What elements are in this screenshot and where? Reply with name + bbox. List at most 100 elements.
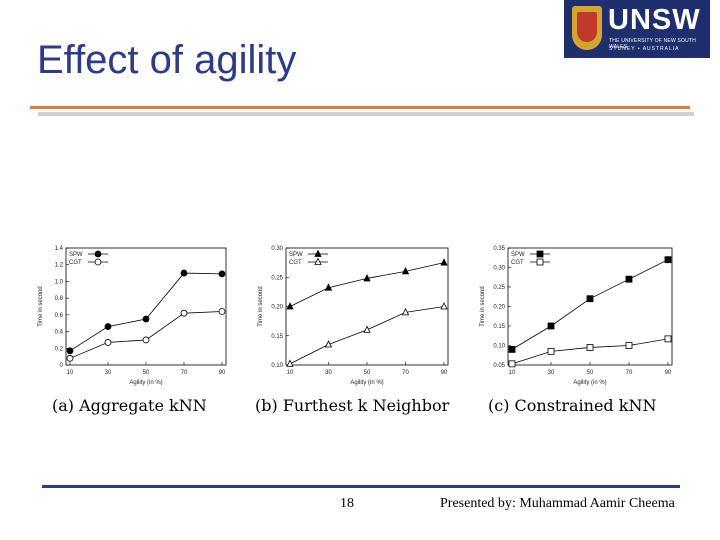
title-rule-orange: [30, 106, 690, 109]
y-tick-label: 0.35: [493, 246, 505, 252]
legend-label-spw: SPW: [511, 252, 525, 258]
data-point-spw: [401, 267, 410, 275]
y-tick-label: 0.15: [271, 334, 283, 340]
data-point-cgt: [547, 347, 555, 355]
y-tick-label: 0.2: [55, 346, 64, 352]
chart-furthest-k-neighbor: 0.10 0.15 0.20 0.25 0.30 10 30 50 70 90 Agility (i…: [255, 246, 450, 415]
series-line-cgt: [289, 306, 445, 365]
data-point-spw: [547, 322, 555, 330]
x-tick-label: 10: [509, 370, 516, 376]
data-point-spw: [664, 256, 672, 264]
series-line-cgt: [511, 338, 669, 365]
x-tick-label: 70: [626, 370, 633, 376]
x-axis-label: Agility (in %): [129, 380, 162, 386]
legend-marker-spw: [94, 250, 102, 258]
x-axis-label: Agility (in %): [573, 380, 606, 386]
legend-marker-spw: [536, 250, 544, 258]
y-tick-label: 0.25: [493, 285, 505, 291]
y-tick-label: 0.15: [493, 324, 505, 330]
data-point-cgt: [440, 302, 448, 310]
legend-label-cgt: CGT: [289, 260, 302, 266]
logo-university-name: THE UNIVERSITY OF NEW SOUTH WALES: [609, 38, 696, 50]
y-tick-label: 0.20: [493, 305, 505, 311]
data-point-spw: [142, 315, 150, 323]
data-point-cgt: [104, 339, 112, 346]
data-point-cgt: [401, 307, 410, 316]
logo-location: SYDNEY • AUSTRALIA: [609, 46, 680, 52]
title-rule-shadow: [38, 112, 694, 116]
logo-wordmark: UNSW: [608, 4, 701, 36]
legend-marker-cgt: [536, 258, 544, 266]
legend-marker-cgt: [94, 258, 102, 266]
data-point-spw: [625, 275, 633, 283]
y-tick-label: 0.10: [493, 344, 505, 350]
data-point-cgt: [142, 336, 150, 344]
data-point-spw: [363, 274, 371, 282]
footer-rule: [42, 485, 680, 488]
data-point-spw: [508, 345, 516, 353]
data-point-cgt: [66, 354, 74, 362]
legend-marker-spw: [314, 249, 322, 257]
data-point-cgt: [664, 335, 672, 343]
x-axis-label: Agility (in %): [350, 380, 383, 386]
x-tick-label: 50: [143, 370, 150, 376]
data-point-spw: [104, 323, 112, 330]
y-tick-label: 0.30: [271, 246, 283, 252]
legend-label-cgt: CGT: [69, 260, 82, 266]
x-tick-label: 90: [441, 370, 448, 376]
data-point-cgt: [324, 340, 333, 348]
data-point-cgt: [363, 325, 371, 333]
x-tick-label: 90: [665, 370, 672, 376]
data-point-spw: [324, 283, 333, 291]
page-number: 18: [340, 496, 354, 511]
y-tick-label: 0.30: [493, 266, 505, 272]
chart-caption: (a) Aggregate kNN: [52, 396, 207, 415]
legend-label-spw: SPW: [289, 252, 303, 258]
x-tick-label: 30: [548, 370, 555, 376]
data-point-spw: [440, 258, 448, 266]
legend-label-cgt: CGT: [511, 260, 524, 266]
chart-aggregate-knn: 0 0.2 0.4 0.6 0.8 1.0 1.2 1.4 10 30 50 70 90 Agility …: [38, 246, 227, 415]
chart-caption: (c) Constrained kNN: [488, 396, 656, 415]
y-tick-label: 0.25: [271, 275, 283, 281]
x-tick-label: 50: [364, 370, 371, 376]
chart-caption: (b) Furthest k Neighbor: [255, 396, 450, 415]
y-tick-label: 1.0: [55, 279, 64, 285]
y-axis-label: Time in second: [38, 286, 44, 326]
x-tick-label: 70: [181, 370, 188, 376]
y-tick-label: 0.6: [55, 313, 64, 319]
series-line-spw: [289, 262, 445, 307]
crest-icon: [572, 6, 602, 50]
data-point-spw: [286, 302, 294, 310]
x-tick-label: 30: [325, 370, 332, 376]
y-tick-label: 0.4: [55, 330, 64, 336]
series-line-spw: [511, 259, 669, 350]
y-axis-label: Time in second: [480, 286, 486, 326]
legend-marker-cgt: [314, 257, 322, 265]
x-tick-label: 10: [287, 370, 294, 376]
y-tick-label: 0.10: [271, 363, 283, 369]
data-point-spw: [66, 347, 74, 355]
data-point-cgt: [586, 344, 594, 351]
plot-frame: [285, 247, 449, 366]
y-tick-label: 0.20: [271, 305, 283, 311]
x-tick-label: 50: [587, 370, 594, 376]
y-axis-label: Time in second: [258, 286, 264, 326]
x-tick-label: 90: [219, 370, 226, 376]
data-point-cgt: [286, 359, 294, 367]
y-tick-label: 0.8: [55, 296, 64, 302]
chart-constrained-knn: 0.05 0.10 0.15 0.20 0.25 0.30 0.35 10 30 50 70 90 Ag…: [480, 246, 673, 415]
x-tick-label: 30: [105, 370, 112, 376]
data-point-spw: [586, 295, 594, 303]
data-point-cgt: [508, 360, 516, 368]
presenter-credit: Presented by: Muhammad Aamir Cheema: [440, 496, 675, 511]
slide-title: Effect of agility: [37, 38, 297, 82]
data-point-cgt: [625, 342, 633, 349]
data-point-spw: [218, 270, 226, 278]
unsw-logo: UNSW THE UNIVERSITY OF NEW SOUTH WALES S…: [564, 0, 710, 58]
y-tick-label: 1.2: [55, 263, 64, 269]
y-tick-label: 0.05: [493, 363, 505, 369]
y-tick-label: 0: [60, 363, 64, 369]
data-point-cgt: [180, 309, 188, 317]
